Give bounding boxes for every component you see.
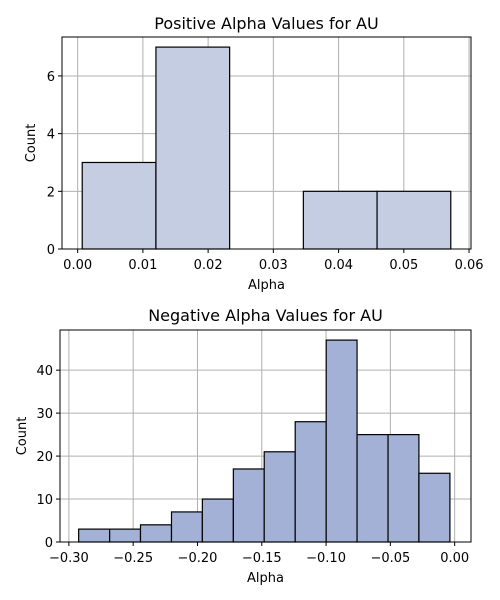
x-tick-label: 0.01: [128, 258, 157, 273]
x-tick-label: −0.10: [306, 551, 346, 566]
x-tick-label: 0.05: [389, 258, 418, 273]
x-axis-label: Alpha: [247, 571, 284, 586]
histogram-bar: [170, 511, 203, 543]
chart-title: Positive Alpha Values for AU: [154, 14, 378, 33]
axes-frame: [61, 36, 472, 250]
x-tick-label: 0.00: [63, 258, 92, 273]
histogram-bar: [418, 472, 451, 543]
y-tick-label: 4: [47, 128, 55, 143]
histogram-bar: [302, 190, 378, 250]
histogram-bar: [387, 434, 420, 543]
x-tick-label: 0.06: [455, 258, 484, 273]
y-tick-label: 0: [47, 243, 55, 258]
y-tick-label: 20: [36, 450, 53, 465]
histogram-bar: [81, 161, 157, 250]
x-tick-label: 0.04: [324, 258, 353, 273]
positive-alpha-chart: Positive Alpha Values for AU Alpha Count…: [24, 14, 484, 293]
y-tick-label: 10: [36, 493, 53, 508]
histogram-bar: [376, 190, 452, 250]
histogram-bars: [81, 46, 452, 250]
y-tick-label: 40: [36, 364, 53, 379]
histogram-bar: [325, 339, 358, 543]
chart-title: Negative Alpha Values for AU: [148, 306, 383, 325]
histogram-bar: [139, 524, 173, 543]
histogram-bar: [263, 451, 296, 543]
y-tick-label: 2: [47, 185, 55, 200]
x-tick-label: 0.00: [440, 551, 469, 566]
histogram-bar: [201, 498, 234, 543]
axes-frame: [59, 329, 472, 543]
histogram-bar: [294, 421, 327, 543]
x-tick-label: 0.02: [194, 258, 223, 273]
x-tick-label: −0.05: [370, 551, 410, 566]
x-tick-label: −0.25: [113, 551, 153, 566]
y-tick-label: 0: [45, 536, 53, 551]
x-tick-label: −0.15: [242, 551, 282, 566]
histogram-bar: [78, 528, 111, 543]
x-axis-label: Alpha: [248, 278, 285, 293]
x-tick-label: −0.30: [49, 551, 89, 566]
x-tick-label: 0.03: [259, 258, 288, 273]
x-tick-label: −0.20: [178, 551, 218, 566]
y-axis-label: Count: [24, 124, 39, 163]
y-axis-label: Count: [15, 417, 30, 456]
histogram-bar: [109, 528, 142, 543]
negative-alpha-chart: Negative Alpha Values for AU Alpha Count…: [15, 306, 472, 586]
histogram-bar: [155, 46, 231, 250]
histogram-bar: [356, 434, 389, 543]
histogram-bar: [232, 468, 265, 543]
y-tick-label: 30: [36, 407, 53, 422]
y-tick-label: 6: [47, 70, 55, 85]
